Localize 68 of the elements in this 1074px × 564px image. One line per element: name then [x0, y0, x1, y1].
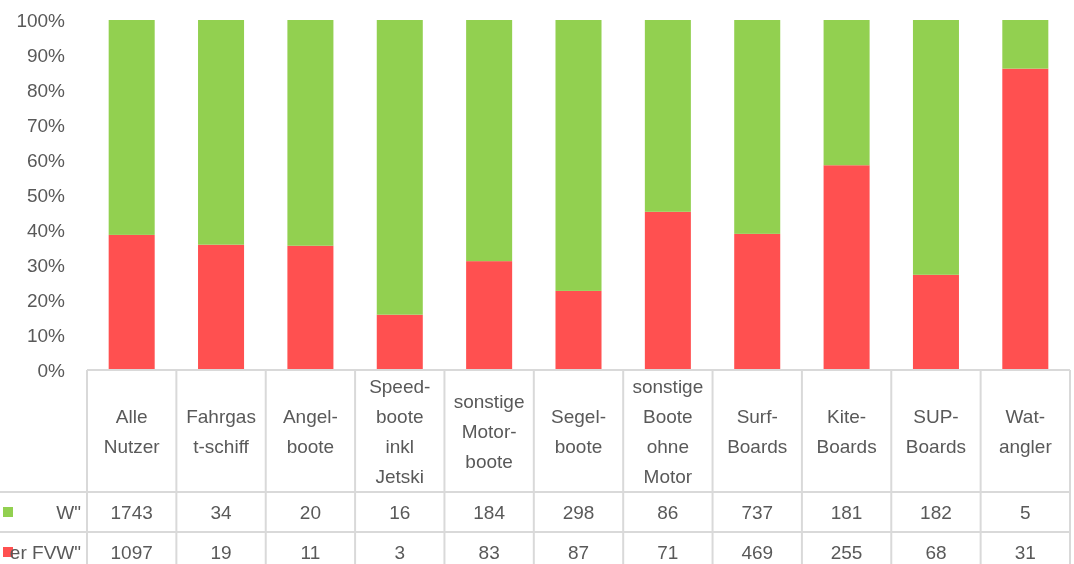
- y-tick-label: 100%: [16, 9, 66, 31]
- x-tick-label: Fahrgas t-schiff: [186, 405, 256, 457]
- text: 11: [300, 541, 321, 563]
- text: 1743: [110, 501, 153, 523]
- bar: [912, 274, 959, 370]
- x-tick-label: Speed- boote inkl Jetski: [369, 375, 431, 487]
- x-tick-label: sonstige Motor- boote: [453, 390, 525, 472]
- text: 83: [478, 541, 500, 563]
- bar: [734, 233, 781, 370]
- text: 3: [394, 541, 406, 563]
- text: 16: [389, 501, 411, 523]
- text: 181: [830, 501, 863, 523]
- bar: [287, 245, 334, 370]
- y-tick-label: 50%: [26, 184, 66, 206]
- bar: [1002, 68, 1049, 370]
- x-tick-label: Segel- boote: [551, 405, 606, 457]
- y-tick-label: 0%: [37, 359, 66, 381]
- bar: [823, 20, 870, 166]
- bar: [912, 20, 959, 275]
- text: 34: [210, 501, 233, 523]
- x-tick-label: Angel- boote: [282, 405, 338, 457]
- text: 71: [657, 541, 679, 563]
- text: 19: [210, 541, 232, 563]
- text: 87: [567, 541, 590, 563]
- text: 184: [473, 501, 506, 523]
- y-tick-label: 80%: [26, 79, 66, 101]
- bar: [1002, 20, 1049, 69]
- x-tick-label: Surf- Boards: [727, 405, 788, 457]
- y-tick-label: 90%: [26, 44, 66, 66]
- bar: [108, 20, 155, 235]
- bar: [466, 20, 513, 262]
- bar: [555, 20, 602, 291]
- bar: [198, 20, 245, 245]
- text: 298: [562, 501, 595, 523]
- text: 86: [657, 501, 679, 523]
- bar: [376, 314, 423, 370]
- text: 469: [741, 541, 774, 563]
- bar: [734, 20, 781, 234]
- y-tick-label: 70%: [26, 114, 66, 136]
- bar: [108, 234, 155, 370]
- bar: [198, 244, 245, 370]
- text: 737: [741, 501, 774, 523]
- bar: [376, 20, 423, 315]
- y-tick-label: 60%: [26, 149, 66, 171]
- text: 182: [920, 501, 952, 523]
- x-tick-label: Kite- Boards: [816, 405, 877, 457]
- bar: [644, 20, 691, 212]
- x-tick-label: sonstige Boote ohne Motor: [632, 375, 704, 487]
- text: 255: [830, 541, 863, 563]
- legend-label: W": [56, 501, 81, 523]
- bar: [644, 211, 691, 370]
- y-tick-label: 30%: [26, 254, 66, 276]
- text: 5: [1020, 501, 1031, 523]
- y-tick-label: 20%: [26, 289, 66, 311]
- y-tick-label: 10%: [26, 324, 66, 346]
- legend-label: er FVW": [9, 541, 81, 563]
- x-tick-label: Alle Nutzer: [103, 405, 161, 457]
- x-tick-label: Wat- angler: [998, 405, 1053, 457]
- text: 20: [299, 501, 321, 523]
- x-tick-label: SUP- Boards: [905, 405, 967, 457]
- bar: [287, 20, 334, 246]
- bar: [823, 165, 870, 370]
- bar: [466, 261, 513, 370]
- text: 1097: [110, 541, 153, 563]
- text: 31: [1014, 541, 1036, 563]
- text: 68: [925, 541, 947, 563]
- y-tick-label: 40%: [26, 219, 66, 241]
- bar: [555, 290, 602, 370]
